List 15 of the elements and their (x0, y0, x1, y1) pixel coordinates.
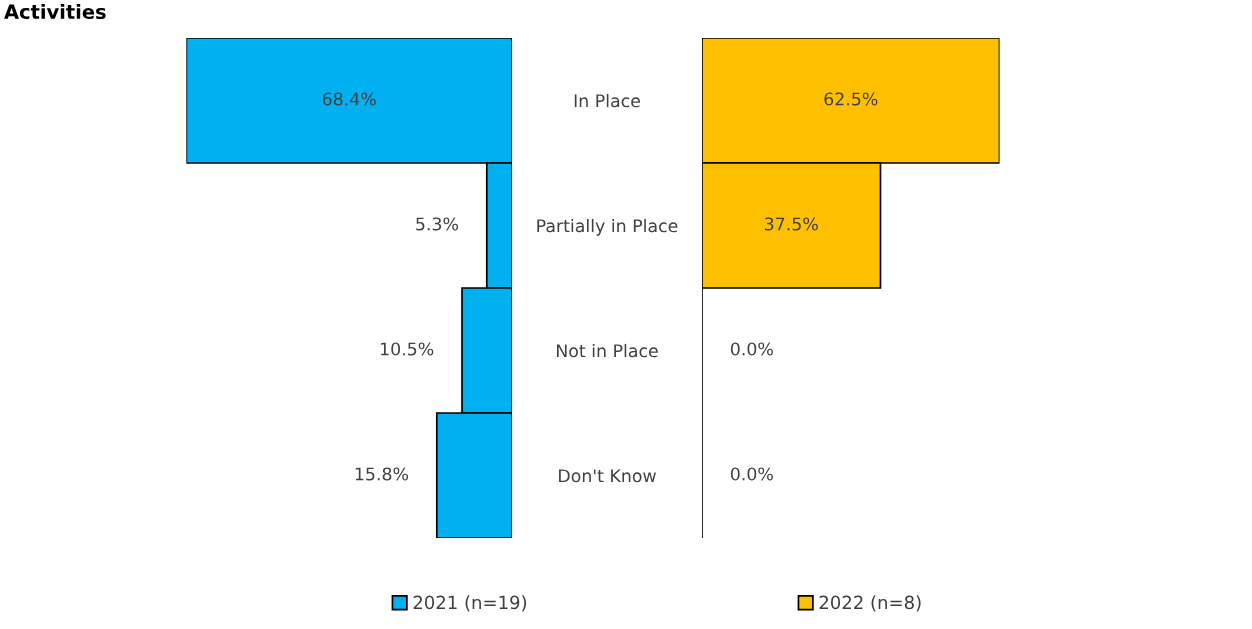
data-label: 15.8% (355, 467, 409, 481)
data-label: 37.5% (765, 217, 818, 231)
y-tick-label: Partially in Place (537, 218, 678, 236)
data-label: 5.3% (416, 217, 459, 231)
y-tick-label: In Place (574, 93, 640, 108)
data-label: 0.0% (730, 342, 773, 356)
data-label: 0.0% (730, 467, 773, 481)
legend-label: 2021 (n=19) (413, 595, 527, 612)
data-label: 68.4% (322, 92, 376, 106)
data-label: 10.5% (381, 342, 434, 356)
data-label: 62.5% (824, 92, 878, 106)
chart-title: Activities (4, 4, 106, 20)
y-tick-label: Don't Know (559, 469, 656, 483)
y-tick-label: Not in Place (556, 343, 658, 358)
legend-label: 2022 (n=8) (819, 595, 921, 612)
